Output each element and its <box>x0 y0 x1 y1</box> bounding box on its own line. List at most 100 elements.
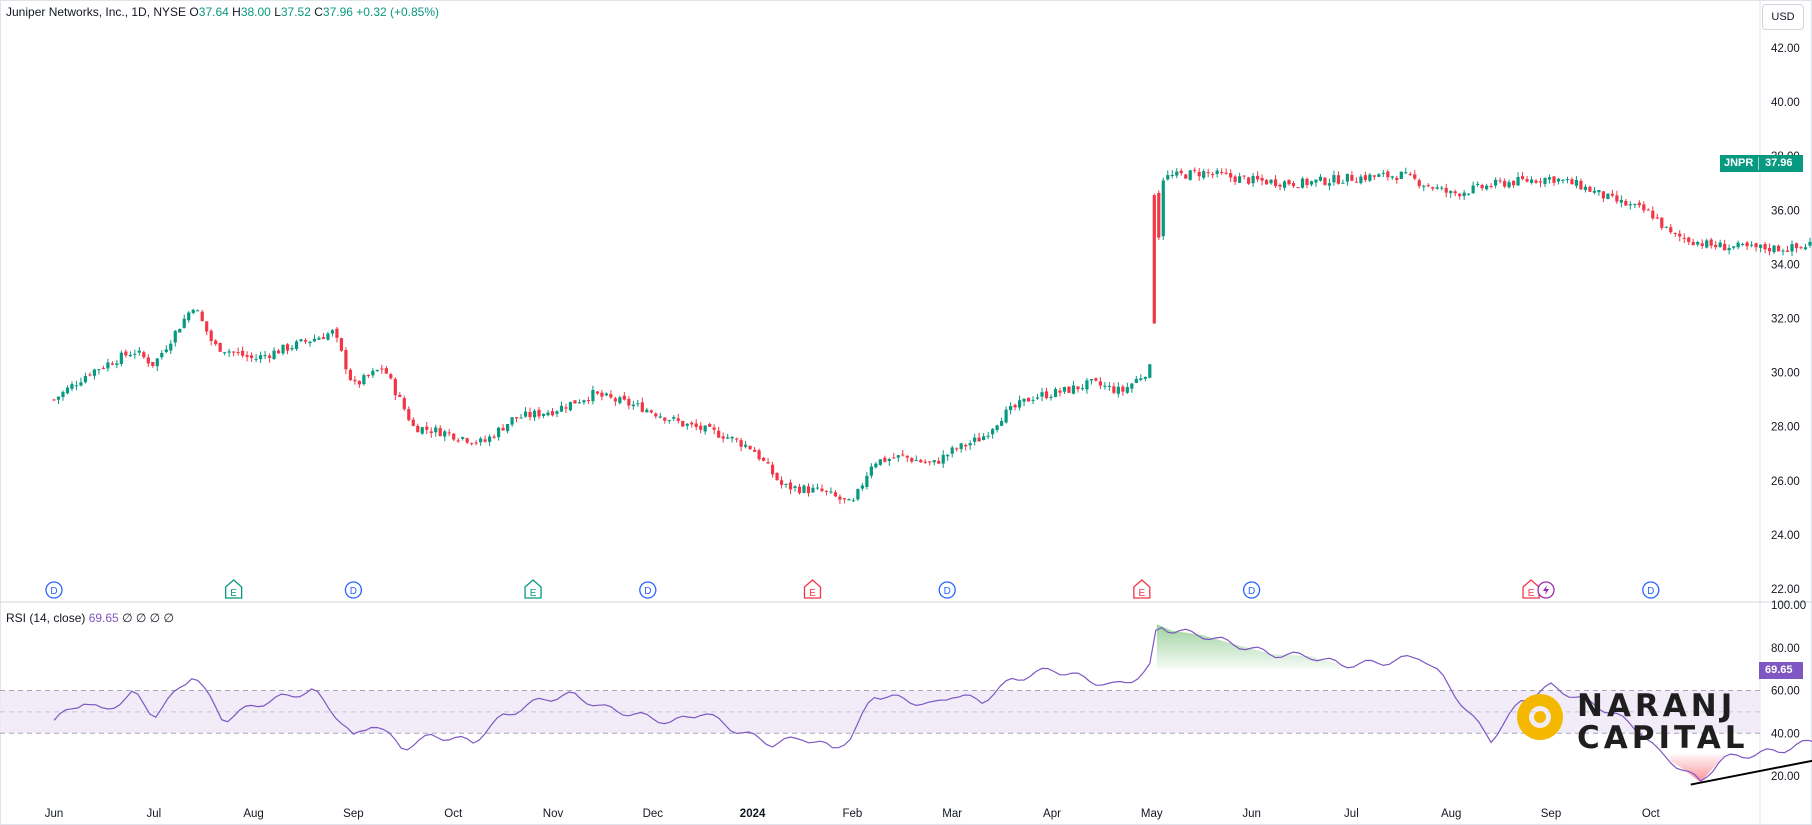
candle-body <box>375 369 379 372</box>
candle-body <box>1408 173 1412 175</box>
candle-body <box>236 352 240 354</box>
time-tick-label: Sep <box>1541 808 1561 820</box>
candle-body <box>321 337 326 339</box>
candle-body <box>267 355 272 358</box>
candle-body <box>991 429 995 435</box>
candle-body <box>770 464 775 475</box>
candle-body <box>128 354 132 357</box>
candle-body <box>461 437 465 439</box>
candle-body <box>402 398 406 410</box>
candle-body <box>61 391 65 397</box>
candle-body <box>1723 243 1727 251</box>
candle-body <box>317 337 321 340</box>
candle-body <box>420 427 424 434</box>
earnings-marker <box>1133 579 1151 599</box>
candle-body <box>187 312 191 321</box>
candle-body <box>514 417 519 419</box>
candle-body <box>362 375 366 385</box>
candle-body <box>398 394 402 397</box>
close-label: C <box>314 5 323 19</box>
candle-body <box>708 423 712 427</box>
candle-body <box>703 425 707 432</box>
candle-body <box>797 486 802 494</box>
candle-body <box>330 330 335 334</box>
candle-body <box>1642 204 1646 211</box>
candle-body <box>1103 385 1107 387</box>
time-tick-label: 2024 <box>740 808 766 820</box>
candle-body <box>290 347 294 350</box>
candle-body <box>56 396 61 400</box>
candle-body <box>474 442 478 444</box>
candle-body <box>1336 175 1341 184</box>
candle-body <box>1044 391 1049 399</box>
candle-body <box>223 352 227 354</box>
time-tick-label: Oct <box>1642 808 1661 820</box>
candle-body <box>456 440 460 442</box>
candle-body <box>83 376 88 383</box>
candle-body <box>932 460 936 463</box>
candle-body <box>1417 180 1421 187</box>
earnings-marker <box>224 579 243 599</box>
candle-body <box>196 310 200 312</box>
candle-body <box>1008 405 1013 411</box>
candle-body <box>353 379 357 382</box>
candle-body <box>1026 397 1031 402</box>
candle-body <box>371 370 375 376</box>
candle-body <box>555 411 559 414</box>
candle-body <box>964 444 968 447</box>
candle-body <box>1112 386 1116 393</box>
candle-body <box>690 422 694 425</box>
candle-body <box>784 483 788 485</box>
candle-body <box>1166 175 1170 180</box>
candle-body <box>631 404 635 407</box>
candle-body <box>1170 175 1174 177</box>
candle-body <box>532 410 537 418</box>
candle-body <box>1570 179 1574 185</box>
earnings-marker-label: E <box>1528 588 1535 599</box>
candle-body <box>941 454 945 464</box>
candle-body <box>1637 202 1641 206</box>
candle-body <box>447 432 451 434</box>
price-tick-label: 22.00 <box>1771 584 1800 596</box>
candle-body <box>411 419 415 426</box>
candle-body <box>1458 193 1462 197</box>
candle-body <box>546 412 550 416</box>
candle-body <box>106 362 110 369</box>
candle-body <box>1682 237 1686 239</box>
earnings-marker-label: E <box>1138 588 1145 599</box>
candle-body <box>523 411 528 417</box>
candle-body <box>1552 176 1556 183</box>
candle-body <box>1413 174 1417 179</box>
currency-button[interactable]: USD <box>1762 4 1804 30</box>
candle-body <box>416 425 420 433</box>
candle-body <box>995 425 999 431</box>
candle-body <box>1556 178 1561 182</box>
candle-body <box>1646 209 1650 211</box>
candle-body <box>182 318 186 328</box>
candle-body <box>874 463 878 468</box>
rsi-header: RSI (14, close) 69.65 ∅ ∅ ∅ ∅ <box>6 611 174 625</box>
candle-body <box>88 374 92 376</box>
candle-body <box>1660 217 1664 228</box>
candle-body <box>209 330 213 341</box>
candle-body <box>550 411 555 416</box>
candle-body <box>245 355 249 357</box>
candle-body <box>1615 195 1619 202</box>
candle-body <box>52 399 56 401</box>
dividend-marker-label: D <box>1647 586 1654 597</box>
candle-body <box>824 490 829 492</box>
candle-body <box>1534 180 1538 183</box>
candle-body <box>1794 243 1799 249</box>
candle-body <box>1000 421 1004 426</box>
time-tick-label: Dec <box>643 808 664 820</box>
candle-body <box>1790 244 1794 252</box>
candle-body <box>1386 171 1390 178</box>
candle-body <box>910 458 914 462</box>
candle-body <box>241 350 245 356</box>
candle-body <box>923 461 927 463</box>
candle-body <box>1669 227 1673 233</box>
price-tick-label: 24.00 <box>1771 530 1800 542</box>
candle-body <box>1471 185 1475 194</box>
candle-body <box>1435 187 1439 189</box>
candle-body <box>1785 250 1790 252</box>
